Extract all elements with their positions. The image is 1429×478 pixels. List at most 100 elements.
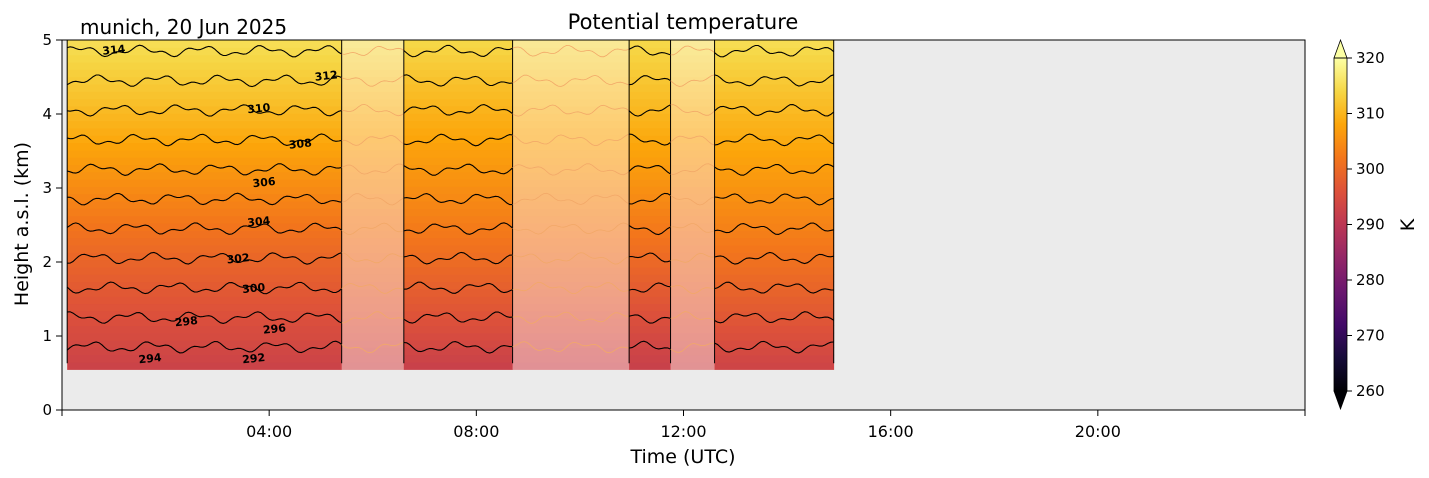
field-band [341,252,405,261]
field-band [714,76,835,85]
field-band [629,83,671,92]
field-band [512,69,630,78]
field-band [670,105,715,114]
field-band [629,274,671,283]
field-band [403,318,513,326]
field-band [629,76,671,85]
field-band [341,47,405,56]
field-band [67,135,343,144]
field-band [403,120,513,129]
field-band [512,340,630,348]
field-band [341,259,405,268]
field-band [403,237,513,246]
field-band [67,91,343,100]
field-band [67,237,343,246]
field-band [670,208,715,217]
field-band [670,186,715,195]
field-band [67,244,343,253]
field-band [67,171,343,180]
field-band [629,91,671,100]
contour-308 [403,133,513,147]
field-band [670,215,715,224]
field-band [714,186,835,195]
field-band [67,325,343,334]
field-band [403,303,513,312]
field-band [512,332,630,341]
contour-312 [670,74,715,87]
contour-296 [512,311,630,324]
field-band [403,105,513,114]
data-segment-2 [403,40,513,370]
field-band [629,179,671,187]
contour-308 [67,133,342,147]
field-band [403,76,513,85]
y-tick-label: 2 [42,253,52,271]
contour-308 [629,133,671,146]
contour-310 [628,104,671,117]
field-band [629,266,671,275]
y-tick-label: 3 [42,179,52,197]
field-band [403,200,513,209]
field-band [714,200,835,209]
field-band [341,127,405,136]
field-band [512,142,630,151]
x-tick-label: 12:00 [660,422,706,441]
colorbar-tick-label: 280 [1356,271,1385,289]
field-band [629,142,671,151]
field-band [714,61,835,70]
field-band [67,69,343,78]
field-band [670,259,715,268]
contour-label-296: 296 [262,321,287,336]
field-band [629,222,671,231]
field-band [67,200,343,209]
field-band [67,54,343,63]
contour-label-306: 306 [252,175,277,190]
field-band [512,252,630,261]
field-band [512,164,630,173]
field-band [67,266,343,275]
field-band [512,54,630,63]
field-band [512,259,630,268]
field-band [629,208,671,217]
field-band [512,61,630,70]
field-band [403,347,513,356]
contour-294 [629,340,671,350]
field-band [670,347,715,356]
contour-300 [403,251,513,265]
field-band [341,157,405,166]
field-band [670,61,715,70]
field-band [629,325,671,334]
field-band [512,281,630,290]
contour-312 [403,74,513,87]
field-band [403,83,513,92]
field-band [403,332,513,341]
field-band [341,332,405,341]
contour-294 [714,340,834,354]
contour-298 [403,281,513,294]
contour-298 [512,281,630,295]
colorbar-tick-label: 290 [1356,216,1385,234]
field-band [67,83,343,92]
field-band [341,215,405,224]
colorbar-label: K [1397,218,1419,231]
contour-314 [403,44,513,58]
field-band [67,354,343,363]
x-tick-label: 08:00 [453,422,499,441]
field-band [670,142,715,151]
contour-302 [341,222,404,236]
field-band [714,354,835,363]
field-band [714,230,835,239]
field-band [714,135,835,144]
contour-312 [714,74,834,87]
contour-314 [67,44,342,58]
contour-314 [714,44,835,58]
field-band [341,98,405,107]
field-band [512,98,630,107]
field-band [714,47,835,56]
contour-314 [628,45,671,56]
colorbar-extend-min [1333,390,1348,411]
field-band [714,113,835,122]
field-band [670,266,715,275]
field-band [714,69,835,78]
field-band [341,200,405,209]
